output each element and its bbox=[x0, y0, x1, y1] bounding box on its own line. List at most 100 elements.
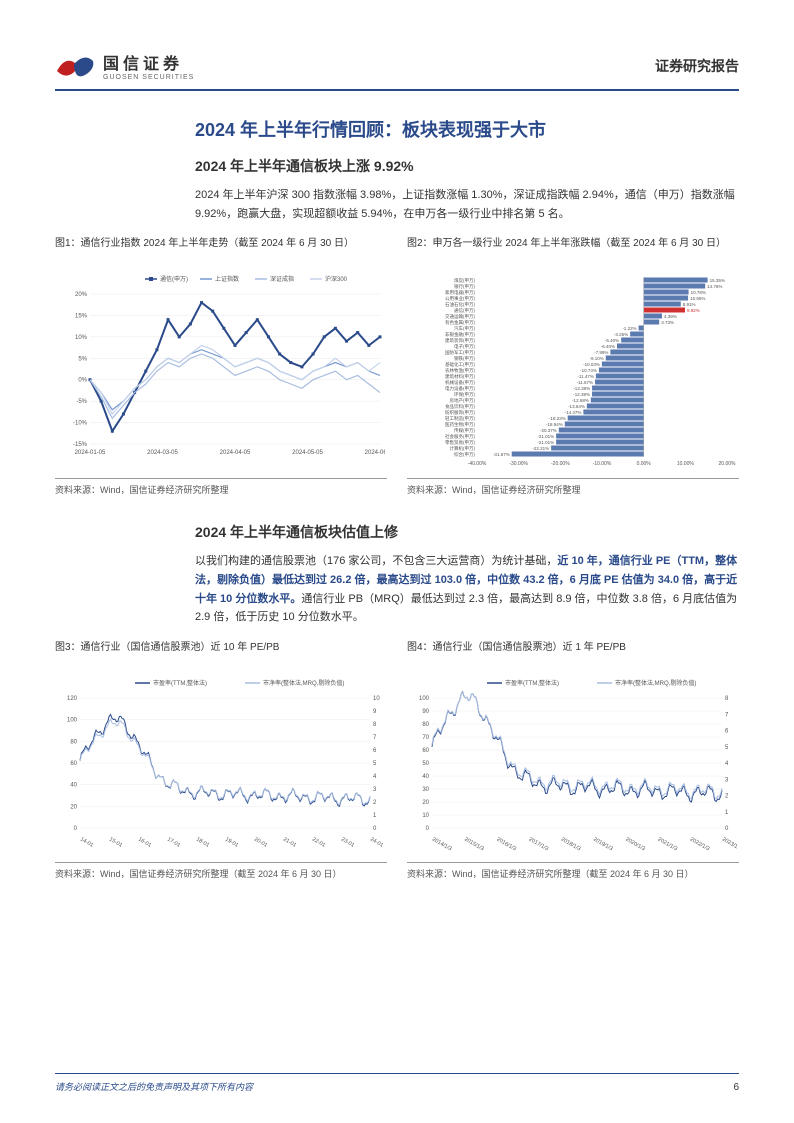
svg-text:60: 60 bbox=[70, 761, 77, 767]
svg-text:16-01: 16-01 bbox=[137, 837, 152, 849]
svg-text:房地产(申万): 房地产(申万) bbox=[450, 397, 476, 404]
paragraph-1: 2024 年上半年沪深 300 指数涨幅 3.98%，上证指数涨幅 1.30%，… bbox=[195, 186, 739, 223]
svg-text:2018/1/3: 2018/1/3 bbox=[560, 837, 582, 853]
svg-text:电力设备(申万): 电力设备(申万) bbox=[445, 385, 475, 392]
svg-text:15%: 15% bbox=[75, 314, 88, 320]
svg-text:2023/1/3: 2023/1/3 bbox=[721, 837, 737, 853]
svg-text:10%: 10% bbox=[75, 335, 88, 341]
svg-text:6: 6 bbox=[373, 748, 377, 754]
section-title: 2024 年上半年行情回顾：板块表现强于大市 bbox=[195, 116, 739, 142]
svg-text:2019/1/3: 2019/1/3 bbox=[592, 837, 614, 853]
svg-text:非银金融(申万): 非银金融(申万) bbox=[445, 331, 475, 338]
svg-text:-21.01%: -21.01% bbox=[537, 440, 554, 445]
svg-text:3: 3 bbox=[373, 787, 377, 793]
svg-text:公用事业(申万): 公用事业(申万) bbox=[445, 295, 475, 302]
svg-text:10: 10 bbox=[373, 696, 380, 702]
svg-text:-7.99%: -7.99% bbox=[594, 350, 608, 355]
svg-text:2017/1/3: 2017/1/3 bbox=[528, 837, 550, 853]
svg-text:2022/1/3: 2022/1/3 bbox=[689, 837, 711, 853]
svg-text:深证成指: 深证成指 bbox=[270, 275, 294, 283]
svg-text:-40.00%: -40.00% bbox=[468, 461, 487, 467]
svg-text:基础化工(申万): 基础化工(申万) bbox=[445, 361, 475, 368]
chart1-caption: 图1：通信行业指数 2024 年上半年走势（截至 2024 年 6 月 30 日… bbox=[55, 237, 387, 263]
svg-text:-20.37%: -20.37% bbox=[540, 428, 557, 433]
logo-text-cn: 国信证券 bbox=[103, 50, 194, 74]
svg-text:农林牧渔(申万): 农林牧渔(申万) bbox=[445, 367, 475, 374]
svg-text:80: 80 bbox=[70, 739, 77, 745]
svg-text:0: 0 bbox=[373, 826, 377, 832]
page-footer: 请务必阅读正文之后的免责声明及其项下所有内容 6 bbox=[55, 1073, 739, 1093]
svg-text:1: 1 bbox=[373, 813, 377, 819]
svg-text:30: 30 bbox=[422, 787, 429, 793]
svg-text:15.35%: 15.35% bbox=[710, 278, 725, 283]
chart1-source: 资料来源：Wind，国信证券经济研究所整理 bbox=[55, 478, 387, 496]
svg-text:2015/1/3: 2015/1/3 bbox=[463, 837, 485, 853]
subsection-title-2: 2024 年上半年通信板块估值上修 bbox=[195, 522, 739, 542]
svg-text:零售贸易(申万): 零售贸易(申万) bbox=[445, 439, 475, 446]
svg-text:10: 10 bbox=[422, 813, 429, 819]
svg-text:60: 60 bbox=[422, 748, 429, 754]
svg-text:3: 3 bbox=[725, 777, 729, 783]
paragraph-2: 以我们构建的通信股票池（176 家公司，不包含三大运营商）为统计基础，近 10 … bbox=[195, 552, 739, 627]
chart2-caption: 图2：申万各一级行业 2024 年上半年涨跌幅（截至 2024 年 6 月 30… bbox=[407, 237, 739, 263]
chart3-source: 资料来源：Wind，国信证券经济研究所整理（截至 2024 年 6 月 30 日… bbox=[55, 862, 387, 880]
svg-text:100: 100 bbox=[67, 718, 78, 724]
svg-text:综合(申万): 综合(申万) bbox=[454, 451, 475, 458]
svg-text:传媒(申万): 传媒(申万) bbox=[454, 427, 475, 434]
svg-text:18-01: 18-01 bbox=[195, 837, 210, 849]
svg-text:-12.68%: -12.68% bbox=[572, 398, 589, 403]
svg-text:9: 9 bbox=[373, 709, 377, 715]
svg-text:10.78%: 10.78% bbox=[691, 290, 706, 295]
svg-text:20.00%: 20.00% bbox=[719, 461, 737, 467]
svg-text:-12.39%: -12.39% bbox=[573, 392, 590, 397]
svg-text:1: 1 bbox=[725, 810, 729, 816]
svg-text:煤炭(申万): 煤炭(申万) bbox=[454, 277, 475, 284]
svg-text:2: 2 bbox=[725, 794, 729, 800]
svg-text:100: 100 bbox=[419, 696, 430, 702]
svg-text:-18.23%: -18.23% bbox=[549, 416, 566, 421]
svg-text:-30.00%: -30.00% bbox=[509, 461, 528, 467]
svg-text:22-01: 22-01 bbox=[311, 837, 326, 849]
svg-text:沪深300: 沪深300 bbox=[325, 275, 348, 283]
svg-text:-14.47%: -14.47% bbox=[565, 410, 582, 415]
svg-text:-21.01%: -21.01% bbox=[537, 434, 554, 439]
svg-text:20-01: 20-01 bbox=[253, 837, 268, 849]
svg-text:石油石化(申万): 石油石化(申万) bbox=[445, 301, 475, 308]
svg-text:0.00%: 0.00% bbox=[637, 461, 652, 467]
svg-text:电子(申万): 电子(申万) bbox=[454, 343, 475, 350]
svg-text:轻工制造(申万): 轻工制造(申万) bbox=[445, 415, 475, 422]
svg-text:家用电器(申万): 家用电器(申万) bbox=[445, 289, 475, 296]
svg-text:-10.74%: -10.74% bbox=[580, 368, 597, 373]
svg-text:40: 40 bbox=[422, 774, 429, 780]
svg-text:环保(申万): 环保(申万) bbox=[454, 391, 475, 398]
chart1: 通信(申万)上证指数深证成指沪深300-15%-10%-5%0%5%10%15%… bbox=[55, 269, 387, 474]
svg-text:-10.03%: -10.03% bbox=[583, 362, 600, 367]
svg-text:-13.64%: -13.64% bbox=[568, 404, 585, 409]
svg-text:6: 6 bbox=[725, 729, 729, 735]
svg-text:8.91%: 8.91% bbox=[683, 302, 696, 307]
svg-text:21-01: 21-01 bbox=[282, 837, 297, 849]
svg-text:2014/1/3: 2014/1/3 bbox=[431, 837, 453, 853]
header-title: 证券研究报告 bbox=[655, 56, 739, 76]
svg-text:市盈率(TTM,整体法): 市盈率(TTM,整体法) bbox=[505, 679, 559, 687]
svg-text:5: 5 bbox=[725, 745, 729, 751]
svg-text:2024-03-05: 2024-03-05 bbox=[147, 450, 178, 456]
svg-text:2024-01-05: 2024-01-05 bbox=[75, 450, 106, 456]
svg-text:0: 0 bbox=[74, 826, 78, 832]
logo-text-en: GUOSEN SECURITIES bbox=[103, 74, 194, 81]
svg-text:70: 70 bbox=[422, 735, 429, 741]
svg-text:-22.21%: -22.21% bbox=[532, 446, 549, 451]
svg-text:24-01: 24-01 bbox=[369, 837, 384, 849]
svg-text:市盈率(TTM,整体法): 市盈率(TTM,整体法) bbox=[153, 679, 207, 687]
svg-text:-12.38%: -12.38% bbox=[573, 386, 590, 391]
svg-text:计算机(申万): 计算机(申万) bbox=[450, 445, 476, 452]
svg-text:通信(申万): 通信(申万) bbox=[160, 275, 188, 283]
svg-text:15-01: 15-01 bbox=[108, 837, 123, 849]
svg-text:建筑装饰(申万): 建筑装饰(申万) bbox=[445, 337, 475, 344]
chart2: -40.00%-30.00%-20.00%-10.00%0.00%10.00%2… bbox=[407, 269, 739, 474]
svg-text:银行(申万): 银行(申万) bbox=[454, 283, 475, 290]
svg-text:10.00%: 10.00% bbox=[677, 461, 695, 467]
svg-text:-10%: -10% bbox=[73, 421, 88, 427]
svg-text:17-01: 17-01 bbox=[166, 837, 181, 849]
svg-text:2021/1/3: 2021/1/3 bbox=[657, 837, 679, 853]
